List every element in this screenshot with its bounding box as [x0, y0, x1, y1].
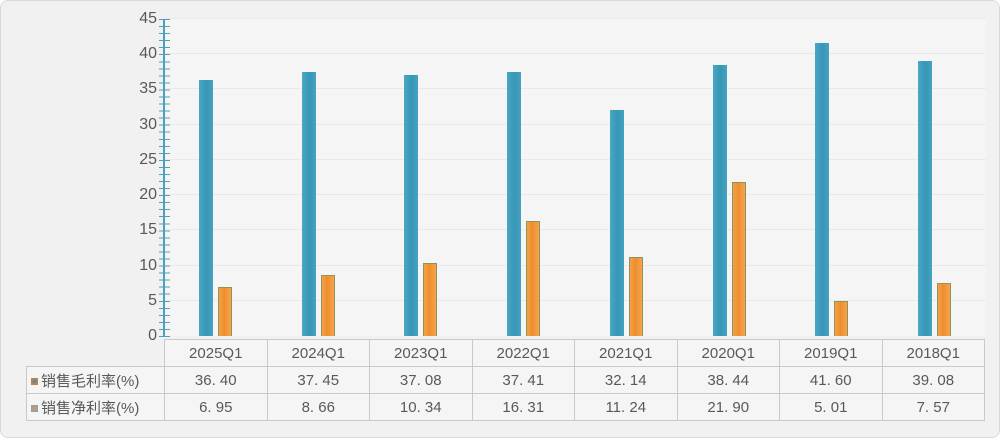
gridline [164, 299, 986, 301]
gridline [164, 88, 986, 90]
net-margin-bar [320, 275, 335, 336]
value-cell: 39. 08 [881, 366, 985, 394]
y-axis-tick-label: 25 [139, 150, 157, 168]
value-cell: 7. 57 [881, 393, 985, 421]
y-axis-tick-label: 40 [139, 45, 157, 63]
gridline [164, 53, 986, 55]
value-cell: 16. 31 [471, 393, 575, 421]
plot-columns [164, 19, 986, 336]
column-header-2021Q1: 2021Q1 [574, 339, 678, 367]
category-group-2022Q1 [472, 19, 575, 336]
value-cell: 11. 24 [574, 393, 678, 421]
table-row: 销售毛利率(%) 36. 40 37. 45 37. 08 37. 41 32. 14 38… [26, 366, 985, 394]
net-margin-bar [526, 221, 541, 336]
gross-margin-bar [815, 42, 830, 336]
gross-margin-bar [712, 65, 727, 336]
gross-margin-bar [918, 60, 933, 336]
gross-margin-bar [609, 109, 624, 336]
value-cell: 37. 08 [369, 366, 473, 394]
value-cell: 21. 90 [676, 393, 780, 421]
y-axis-line [163, 19, 165, 336]
column-header-2020Q1: 2020Q1 [676, 339, 780, 367]
table-header-row: 2025Q1 2024Q1 2023Q1 2022Q1 2021Q1 2020Q1 2019… [27, 339, 985, 367]
gridline [164, 264, 986, 266]
value-cell: 5. 01 [779, 393, 883, 421]
y-axis-tick-label: 20 [139, 186, 157, 204]
gross-margin-bar [404, 74, 419, 336]
net-margin-bar [937, 282, 952, 336]
table-row: 销售净利率(%) 6. 95 8. 66 10. 34 16. 31 11. 24 21. … [26, 393, 985, 421]
net-margin-bar [217, 287, 232, 336]
table-corner-empty [27, 340, 165, 367]
gridline [164, 158, 986, 160]
column-header-2022Q1: 2022Q1 [471, 339, 575, 367]
value-cell: 37. 41 [471, 366, 575, 394]
value-cell: 41. 60 [779, 366, 883, 394]
y-axis-tick-label: 10 [139, 256, 157, 274]
value-cell: 36. 40 [164, 366, 268, 394]
plot-area [159, 18, 986, 337]
category-group-2025Q1 [164, 19, 267, 336]
column-header-2018Q1: 2018Q1 [881, 339, 985, 367]
value-cell: 38. 44 [676, 366, 780, 394]
gridline [164, 229, 986, 231]
category-group-2019Q1 [781, 19, 884, 336]
value-cell: 37. 45 [266, 366, 370, 394]
gross-margin-bar [198, 79, 213, 336]
net-margin-bar [731, 181, 746, 336]
gridline [164, 194, 986, 196]
category-group-2018Q1 [883, 19, 986, 336]
net-margin-bar [423, 263, 438, 336]
category-group-2024Q1 [267, 19, 370, 336]
y-axis-tick-label: 35 [139, 80, 157, 98]
value-cell: 10. 34 [369, 393, 473, 421]
value-cell: 32. 14 [574, 366, 678, 394]
gross-margin-bar [507, 72, 522, 336]
column-header-2024Q1: 2024Q1 [266, 339, 370, 367]
category-group-2020Q1 [678, 19, 781, 336]
gridline [164, 123, 986, 125]
y-axis-tick-label: 45 [139, 10, 157, 27]
y-axis-tick-label: 15 [139, 221, 157, 239]
gross-margin-bar [301, 72, 316, 336]
y-axis-tick-label: 0 [148, 327, 157, 344]
gross-margin-legend-swatch-icon [31, 377, 38, 385]
gridline [164, 18, 986, 19]
value-cell: 8. 66 [266, 393, 370, 421]
gross-margin-row-label: 销售毛利率(%) [26, 366, 165, 394]
net-margin-bar [834, 300, 849, 336]
column-header-2023Q1: 2023Q1 [369, 339, 473, 367]
y-axis-tick-label: 30 [139, 115, 157, 133]
category-group-2023Q1 [370, 19, 473, 336]
net-margin-row-label: 销售净利率(%) [26, 393, 165, 421]
column-header-2019Q1: 2019Q1 [779, 339, 883, 367]
category-group-2021Q1 [575, 19, 678, 336]
data-table: 2025Q1 2024Q1 2023Q1 2022Q1 2021Q1 2020Q1 2019… [26, 339, 985, 421]
net-margin-bar [628, 256, 643, 336]
column-header-2025Q1: 2025Q1 [164, 339, 268, 367]
net-margin-legend-swatch-icon [31, 404, 38, 412]
y-axis-tick-label: 5 [148, 291, 157, 309]
value-cell: 6. 95 [164, 393, 268, 421]
